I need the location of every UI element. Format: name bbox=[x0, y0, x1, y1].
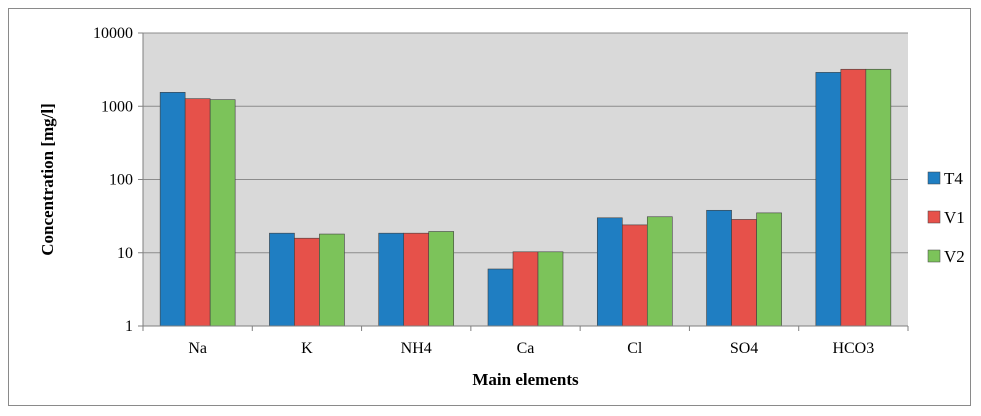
y-tick-label: 10 bbox=[117, 245, 133, 262]
legend-swatch-t4 bbox=[927, 171, 941, 185]
x-tick-label: Ca bbox=[517, 340, 535, 357]
bar-v2-na bbox=[209, 99, 236, 327]
x-tick-label: SO4 bbox=[730, 340, 758, 357]
bar-t4-ca bbox=[487, 268, 514, 327]
y-axis-title: Concentration [mg/l] bbox=[38, 103, 57, 256]
bar-v2-nh4 bbox=[428, 231, 455, 327]
bar-v2-hco3 bbox=[865, 68, 892, 327]
x-tick-label: Cl bbox=[627, 340, 643, 357]
axes bbox=[138, 32, 909, 331]
y-tick-label: 10000 bbox=[93, 25, 133, 42]
y-tick-label: 1000 bbox=[101, 98, 133, 115]
x-tick-label: Na bbox=[188, 340, 207, 357]
legend-label-v2: V2 bbox=[944, 247, 965, 266]
bar-v2-ca bbox=[537, 251, 564, 327]
x-tick-label: NH4 bbox=[401, 340, 432, 357]
bar-t4-nh4 bbox=[378, 232, 405, 327]
bar-v1-so4 bbox=[731, 219, 757, 327]
bar-v1-cl bbox=[621, 224, 648, 327]
bar-v2-k bbox=[319, 233, 345, 327]
y-tick-labels: 1 10 100 1000 10000 bbox=[93, 25, 133, 335]
legend-label-v1: V1 bbox=[944, 208, 965, 227]
legend-swatch-v2 bbox=[927, 249, 941, 263]
y-tick-label: 1 bbox=[125, 318, 133, 335]
bar-t4-cl bbox=[596, 217, 623, 327]
bar-v1-hco3 bbox=[840, 68, 867, 327]
legend: T4 V1 V2 bbox=[927, 169, 965, 266]
x-tick-labels: Na K NH4 Ca Cl SO4 HCO3 bbox=[188, 340, 874, 357]
y-tick-label: 100 bbox=[109, 172, 133, 189]
x-axis-title: Main elements bbox=[472, 370, 579, 389]
bar-v1-ca bbox=[512, 251, 539, 327]
bar-t4-so4 bbox=[706, 209, 732, 327]
bar-v2-so4 bbox=[756, 212, 782, 327]
x-tick-label: K bbox=[301, 340, 313, 357]
bars bbox=[159, 68, 892, 327]
bar-v1-k bbox=[294, 237, 320, 327]
bar-t4-k bbox=[269, 232, 295, 327]
bar-v1-nh4 bbox=[403, 232, 430, 327]
legend-label-t4: T4 bbox=[944, 169, 963, 188]
bar-t4-hco3 bbox=[815, 72, 842, 327]
bar-v2-cl bbox=[646, 216, 673, 327]
legend-swatch-v1 bbox=[927, 210, 941, 224]
bar-v1-na bbox=[184, 98, 211, 327]
bar-t4-na bbox=[159, 92, 186, 327]
x-tick-label: HCO3 bbox=[832, 340, 874, 357]
